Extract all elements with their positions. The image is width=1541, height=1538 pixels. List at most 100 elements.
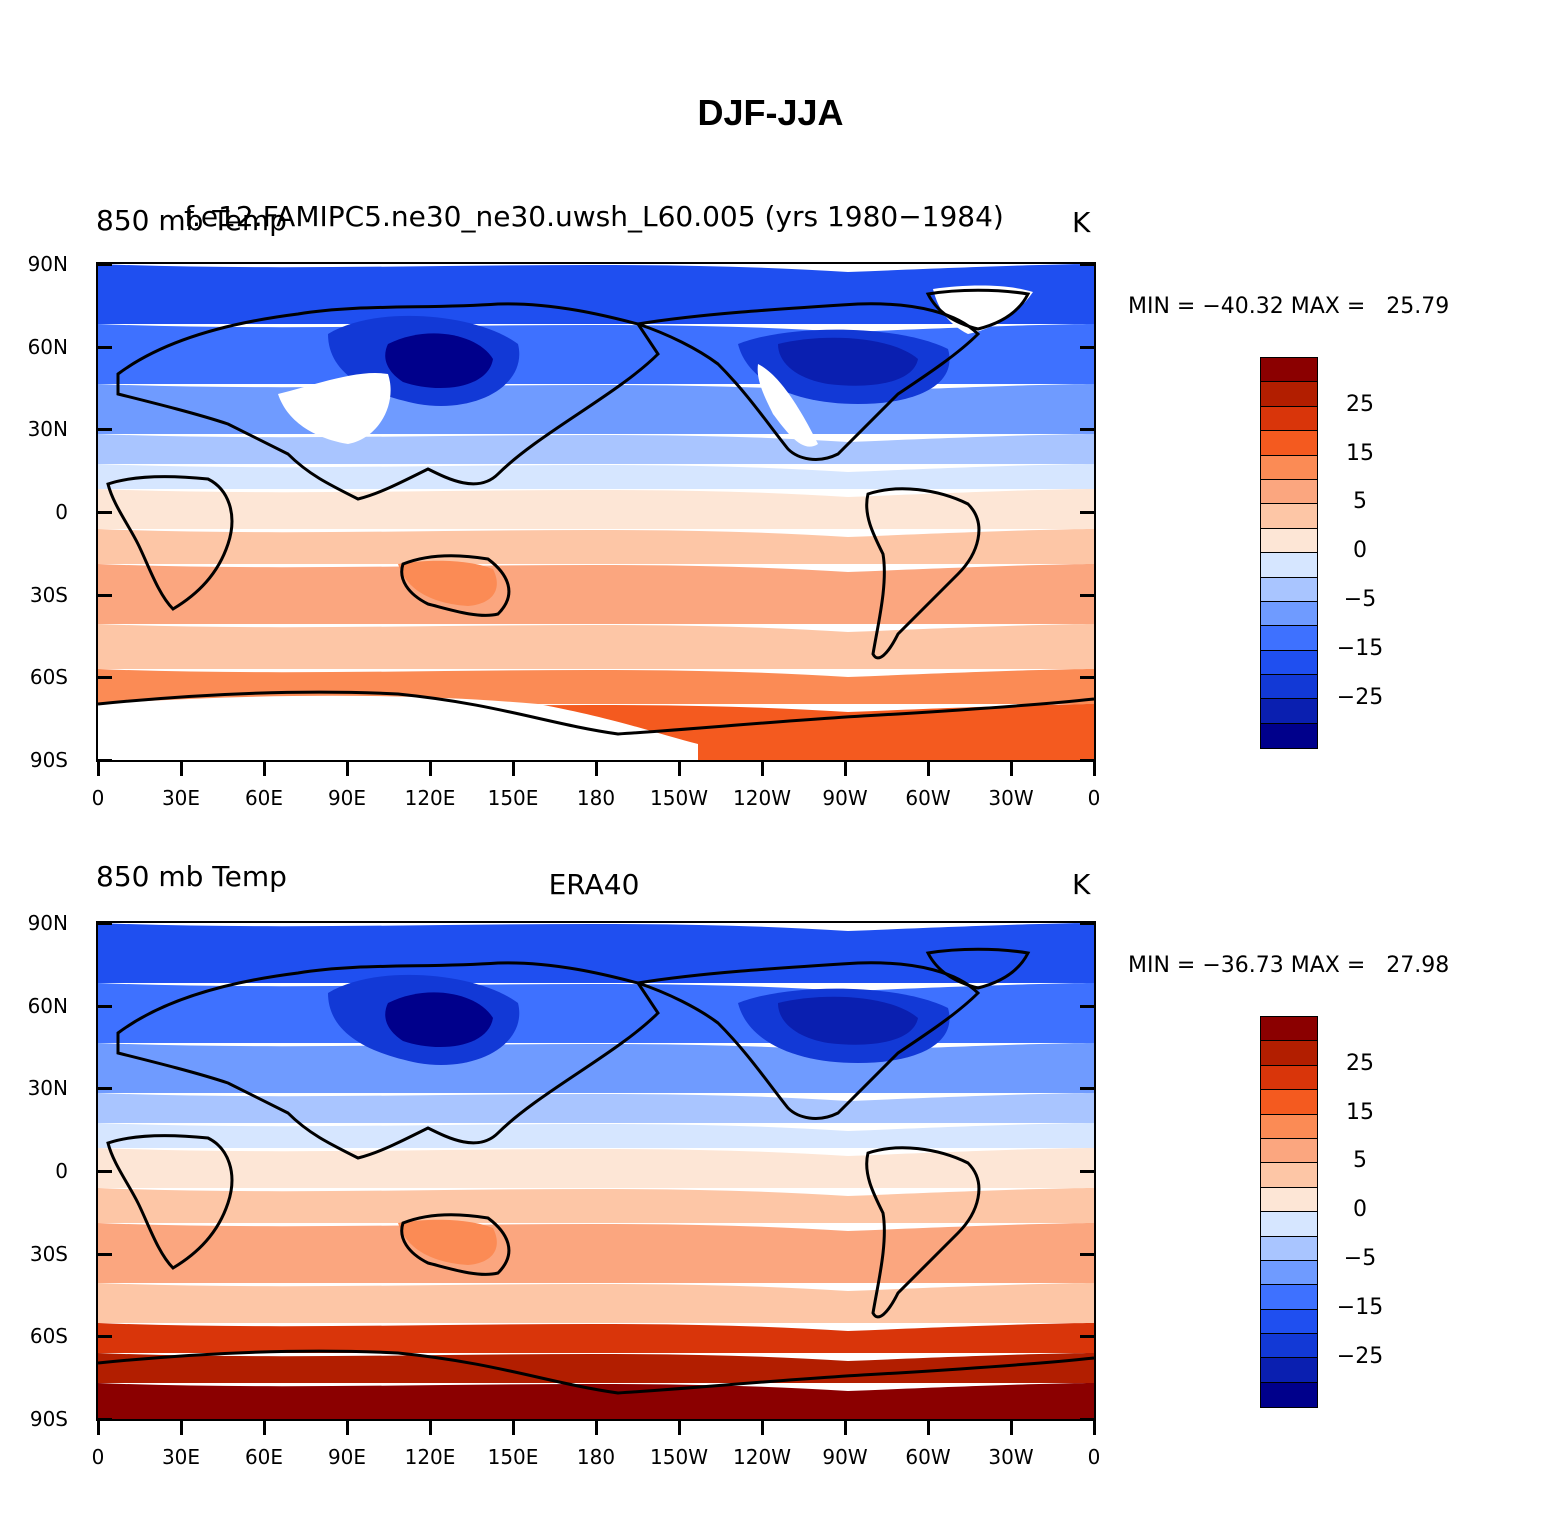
latitude-tick-mark [1080, 1335, 1096, 1339]
panel-left-title: 850 mb Temp [96, 860, 287, 893]
coastline [865, 487, 981, 660]
longitude-tick-mark [512, 760, 515, 776]
coastline [637, 302, 981, 461]
missing-data-region [98, 695, 698, 760]
colorbar-swatch [1261, 382, 1317, 407]
longitude-tick-label: 90W [822, 1445, 868, 1469]
latitude-tick-mark [96, 428, 112, 432]
latitude-tick-mark [96, 1170, 112, 1173]
longitude-tick-mark [678, 760, 681, 776]
latitude-tick-mark [1080, 1418, 1096, 1421]
latitude-tick-mark [1080, 345, 1096, 349]
colorbar [1260, 357, 1318, 750]
coastline [400, 1213, 511, 1276]
colorbar-label: −5 [1343, 587, 1377, 612]
longitude-tick-mark [1093, 760, 1096, 776]
colorbar-swatch [1261, 723, 1317, 749]
longitude-tick-label: 180 [576, 786, 616, 810]
latitude-tick-mark [1080, 922, 1096, 925]
latitude-tick-label: 30N [27, 417, 68, 442]
temperature-difference-map [98, 923, 1094, 1419]
temperature-band [98, 1323, 1094, 1353]
colorbar-swatch [1261, 431, 1317, 456]
temperature-band [98, 1283, 1094, 1323]
temperature-band [98, 669, 1094, 704]
longitude-tick-mark [844, 760, 847, 776]
panel-left-title: 850 mb Temp [96, 204, 287, 237]
coastline [925, 947, 1031, 990]
colorbar-swatch [1261, 675, 1317, 700]
colorbar-label: −15 [1336, 635, 1384, 661]
longitude-tick-mark [927, 760, 930, 776]
latitude-tick-label: 0 [55, 1159, 68, 1183]
colorbar-swatch [1261, 479, 1317, 505]
coastline [925, 288, 1031, 331]
colorbar-label: −25 [1336, 684, 1384, 710]
coastline [116, 302, 660, 501]
latitude-tick-label: 0 [55, 500, 68, 524]
longitude-tick-label: 0 [1087, 1445, 1101, 1469]
latitude-tick-mark [96, 759, 112, 762]
longitude-tick-mark [97, 1419, 100, 1435]
colorbar-swatch [1261, 406, 1317, 432]
temperature-band [98, 624, 1094, 669]
colorbar-label: 25 [1346, 1050, 1374, 1076]
longitude-tick-label: 0 [91, 786, 105, 810]
latitude-tick-mark [1080, 511, 1096, 514]
latitude-tick-mark [96, 1418, 112, 1421]
longitude-tick-label: 120W [733, 786, 791, 810]
cold-core [385, 992, 493, 1048]
colorbar-swatch [1261, 1309, 1317, 1335]
colorbar-swatch [1261, 1065, 1317, 1091]
longitude-tick-label: 120E [404, 1445, 456, 1469]
colorbar-swatch [1261, 1236, 1317, 1261]
longitude-tick-mark [97, 760, 100, 776]
colorbar-label: 15 [1346, 1099, 1374, 1125]
latitude-tick-mark [96, 1087, 112, 1091]
longitude-tick-label: 120W [733, 1445, 791, 1469]
latitude-tick-mark [1080, 759, 1096, 762]
latitude-tick-label: 90S [29, 1407, 68, 1431]
longitude-tick-label: 180 [576, 1445, 616, 1469]
colorbar-swatch [1261, 699, 1317, 724]
longitude-tick-mark [1010, 760, 1013, 776]
longitude-tick-mark [761, 1419, 764, 1435]
longitude-tick-label: 0 [91, 1445, 105, 1469]
latitude-tick-mark [1080, 676, 1096, 680]
temperature-band [98, 1188, 1094, 1223]
coastline [106, 475, 234, 611]
longitude-tick-label: 60E [244, 1445, 284, 1469]
latitude-tick-mark [1080, 1170, 1096, 1173]
longitude-tick-mark [844, 1419, 847, 1435]
colorbar-label: 0 [1353, 1197, 1367, 1223]
temperature-band [98, 1093, 1094, 1123]
panel-units: K [1072, 206, 1091, 239]
panel-center-title: ERA40 [548, 868, 640, 901]
colorbar-swatch [1261, 1041, 1317, 1066]
temperature-band [98, 529, 1094, 564]
colorbar-swatch [1261, 1212, 1317, 1237]
longitude-tick-label: 30W [988, 1445, 1034, 1469]
cold-core [385, 333, 493, 389]
temperature-band [98, 464, 1094, 489]
colorbar-swatch [1261, 1187, 1317, 1213]
figure-title: DJF-JJA [697, 92, 844, 133]
colorbar-swatch [1261, 1358, 1317, 1383]
coastline [400, 554, 511, 617]
longitude-tick-mark [678, 1419, 681, 1435]
latitude-tick-mark [96, 1004, 112, 1008]
colorbar-swatch [1261, 601, 1317, 627]
coastline [106, 1134, 234, 1270]
longitude-tick-mark [1010, 1419, 1013, 1435]
panel-model: 850 mb Temp f.e12.FAMIPC5.ne30_ne30.uwsh… [0, 195, 1541, 835]
longitude-tick-label: 150W [650, 786, 708, 810]
longitude-tick-mark [263, 760, 266, 776]
temperature-band [98, 1123, 1094, 1148]
longitude-tick-label: 30W [988, 786, 1034, 810]
colorbar-swatch [1261, 1334, 1317, 1359]
longitude-tick-mark [595, 1419, 598, 1435]
latitude-tick-label: 60S [29, 1324, 68, 1349]
min-max-label: MIN = −40.32 MAX = 25.79 [1128, 294, 1450, 319]
latitude-tick-mark [96, 511, 112, 514]
longitude-tick-mark [180, 760, 183, 776]
